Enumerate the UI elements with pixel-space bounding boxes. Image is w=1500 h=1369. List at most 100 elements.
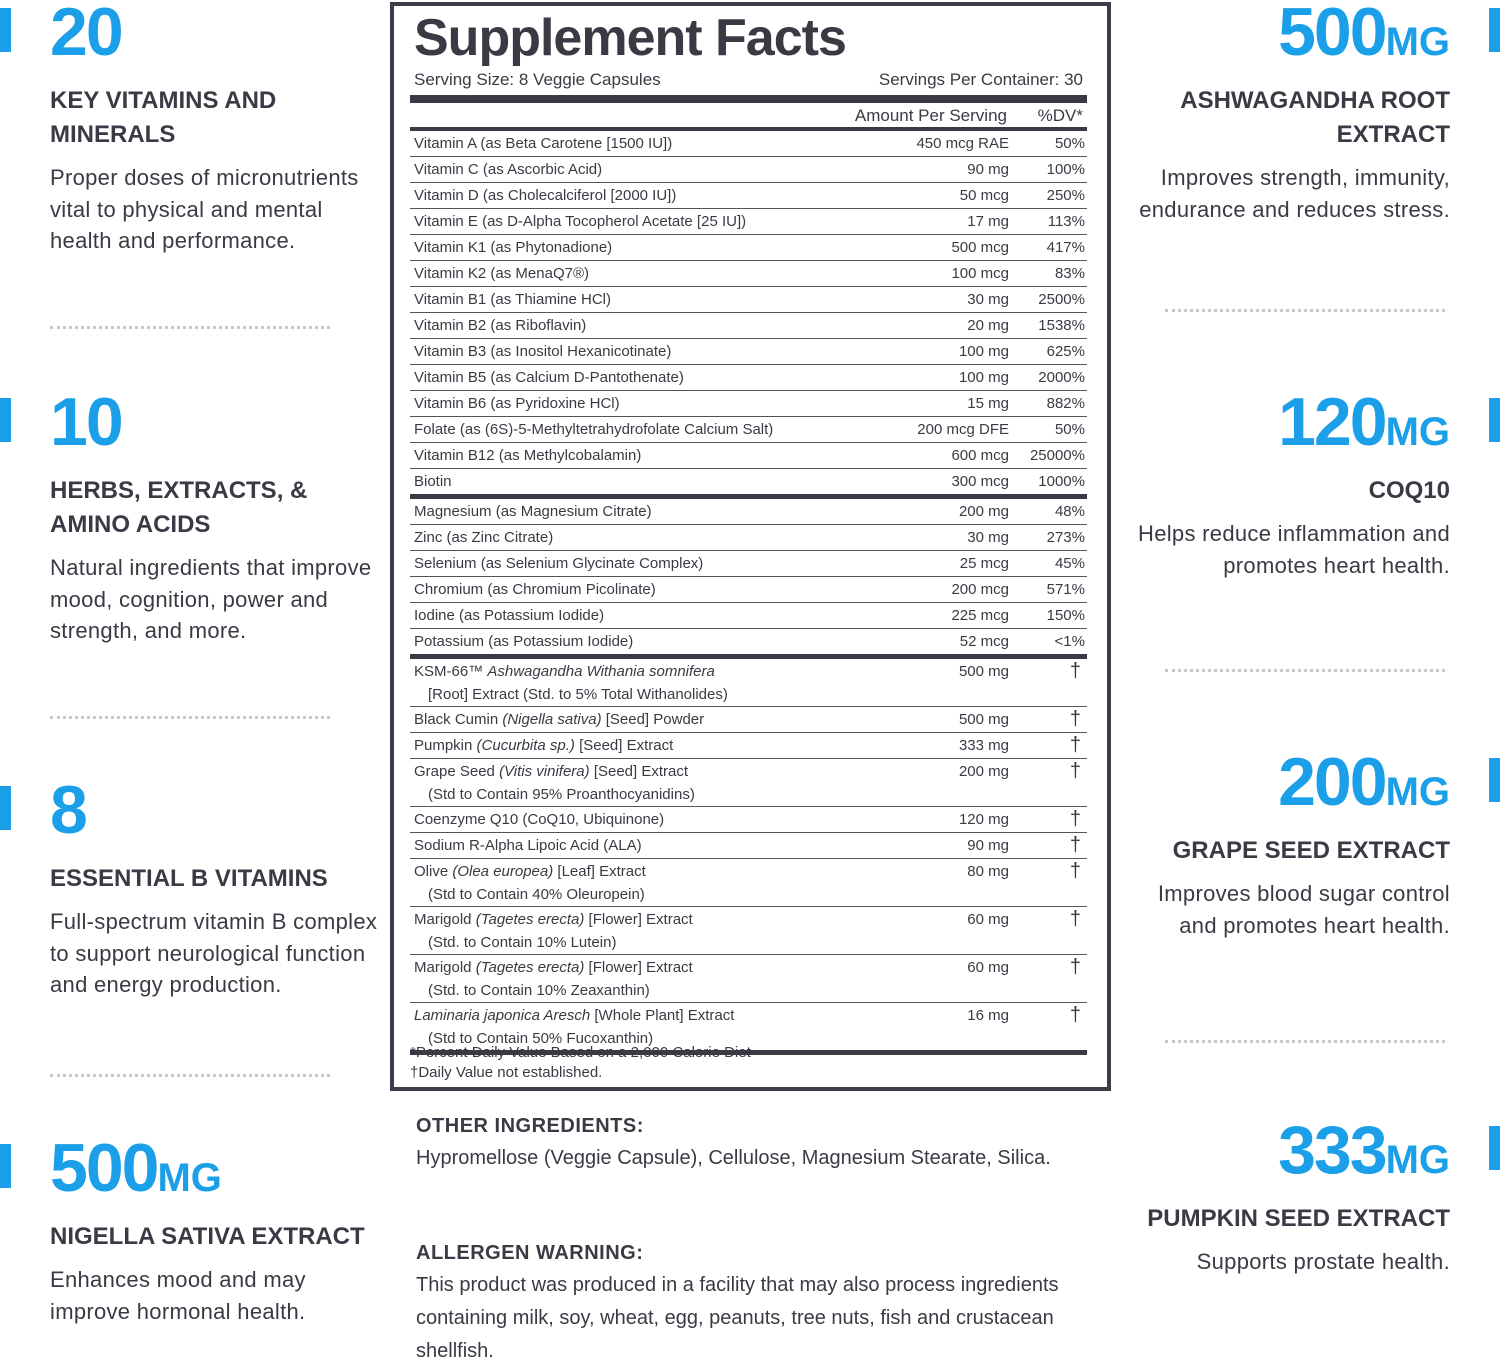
table-row: Magnesium (as Magnesium Citrate) 200 mg 48… (410, 499, 1087, 525)
amount: 50 mcg (959, 187, 1009, 204)
table-row: Sodium R-Alpha Lipoic Acid (ALA) 90 mg † (410, 833, 1087, 859)
dotted-divider (50, 1074, 330, 1077)
nutrient-name: Vitamin B3 (as Inositol Hexanicotinate) (414, 339, 1087, 364)
number-value: 500 (50, 1130, 159, 1206)
amount: 52 mcg (959, 633, 1009, 650)
amount: 20 mg (967, 317, 1009, 334)
highlight-block: 500MG NIGELLA SATIVA EXTRACT Enhances mood… (50, 1134, 380, 1327)
nutrient-name: Vitamin K1 (as Phytonadione) (414, 235, 1087, 260)
daily-value: † (1069, 760, 1081, 782)
daily-value: † (1069, 860, 1081, 882)
accent-bar (0, 1144, 11, 1188)
name-text: Iodine (as Potassium Iodide) (414, 607, 605, 624)
nutrient-name: Vitamin A (as Beta Carotene [1500 IU]) (414, 131, 1087, 156)
highlight-number: 8 (50, 776, 380, 852)
amount: 25 mcg (959, 555, 1009, 572)
daily-value: 625% (1046, 343, 1085, 360)
name-text: Coenzyme Q10 (CoQ10, Ubiquinone) (414, 811, 665, 828)
name-rest: [Flower] Extract (584, 911, 693, 928)
name-rest: [Whole Plant] Extract (590, 1007, 735, 1024)
table-row: Laminaria japonica Aresch [Whole Plant] … (410, 1003, 1087, 1055)
nutrient-name: Laminaria japonica Aresch [Whole Plant] … (414, 1003, 1087, 1028)
nutrient-name: KSM-66™ Ashwagandha Withania somnifera (414, 659, 1087, 684)
highlight-number: 120MG (1120, 388, 1450, 464)
other-ingredients: OTHER INGREDIENTS: Hypromellose (Veggie … (416, 1115, 1096, 1175)
name-text: Vitamin E (as D-Alpha Tocopherol Acetate… (414, 213, 747, 230)
daily-value: 83% (1054, 265, 1085, 282)
highlight-title: ASHWAGANDHA ROOT EXTRACT (1180, 87, 1450, 148)
nutrient-name: Marigold (Tagetes erecta) [Flower] Extra… (414, 907, 1087, 932)
highlight-block: 200MG GRAPE SEED EXTRACT Improves blood su… (1120, 748, 1450, 941)
highlight-description: Natural ingredients that improve mood, c… (50, 555, 372, 643)
name-text: Grape Seed (414, 763, 500, 780)
other-ingredients-heading: OTHER INGREDIENTS: (416, 1115, 644, 1137)
highlight-description: Improves strength, immunity, endurance a… (1139, 165, 1450, 222)
name-text: Marigold (414, 959, 476, 976)
amount: 450 mcg RAE (916, 135, 1009, 152)
accent-bar (0, 8, 11, 52)
nutrient-name: Zinc (as Zinc Citrate) (414, 525, 1087, 550)
amount: 200 mg (958, 763, 1009, 780)
amount: 30 mg (967, 529, 1009, 546)
name-italic: Ashwagandha Withania somnifera (487, 663, 715, 680)
amount: 333 mg (958, 737, 1009, 754)
daily-value: <1% (1054, 633, 1085, 650)
name-subline: (Std. to Contain 10% Zeaxanthin) (428, 982, 650, 999)
allergen-warning: ALLERGEN WARNING: This product was produ… (416, 1242, 1096, 1368)
daily-value: 50% (1054, 135, 1085, 152)
table-row: Vitamin E (as D-Alpha Tocopherol Acetate… (410, 209, 1087, 235)
amount: 200 mcg DFE (917, 421, 1009, 438)
nutrient-name: Biotin (414, 469, 1087, 494)
name-text: Pumpkin (414, 737, 477, 754)
nutrient-name: Coenzyme Q10 (CoQ10, Ubiquinone) (414, 807, 1087, 832)
accent-bar (1489, 1126, 1500, 1170)
table-row: Vitamin B12 (as Methylcobalamin) 600 mcg 2… (410, 443, 1087, 469)
accent-bar (1489, 8, 1500, 52)
highlight-number: 200MG (1120, 748, 1450, 824)
table-row: Vitamin A (as Beta Carotene [1500 IU]) 45… (410, 131, 1087, 157)
daily-value: 250% (1046, 187, 1085, 204)
amount: 500 mcg (951, 239, 1009, 256)
nutrient-name: Vitamin E (as D-Alpha Tocopherol Acetate… (414, 209, 1087, 234)
table-row: Grape Seed (Vitis vinifera) [Seed] Extra… (410, 759, 1087, 807)
number-value: 10 (50, 384, 124, 460)
name-text: Selenium (as Selenium Glycinate Complex) (414, 555, 704, 572)
footnote-dv: *Percent Daily Value Based on a 2,000 Ca… (410, 1044, 751, 1061)
daily-value: † (1069, 908, 1081, 930)
highlight-block: 20 KEY VITAMINS AND MINERALS Proper doses … (50, 0, 380, 257)
amount: 600 mcg (951, 447, 1009, 464)
highlight-title: ESSENTIAL B VITAMINS (50, 865, 328, 892)
highlight-description: Proper doses of micronutrients vital to … (50, 165, 359, 253)
name-text: Black Cumin (414, 711, 503, 728)
table-row: Chromium (as Chromium Picolinate) 200 mcg… (410, 577, 1087, 603)
number-value: 333 (1278, 1112, 1387, 1188)
highlight-block: 10 HERBS, EXTRACTS, & AMINO ACIDS Natural … (50, 388, 380, 647)
name-text: Vitamin B6 (as Pyridoxine HCl) (414, 395, 620, 412)
daily-value: † (1069, 808, 1081, 830)
highlight-number: 500MG (50, 1134, 380, 1210)
name-italic: (Cucurbita sp.) (476, 737, 575, 754)
table-row: Vitamin K1 (as Phytonadione) 500 mcg 417% (410, 235, 1087, 261)
nutrient-table: Vitamin A (as Beta Carotene [1500 IU]) 45… (410, 131, 1087, 1055)
table-row: Olive (Olea europea) [Leaf] Extract (Std … (410, 859, 1087, 907)
name-subline: (Std to Contain 95% Proanthocyanidins) (428, 786, 695, 803)
table-row: Zinc (as Zinc Citrate) 30 mg 273% (410, 525, 1087, 551)
name-italic: (Tagetes erecta) (475, 959, 585, 976)
number-value: 20 (50, 0, 124, 70)
name-text: Vitamin K1 (as Phytonadione) (414, 239, 613, 256)
table-row: Vitamin C (as Ascorbic Acid) 90 mg 100% (410, 157, 1087, 183)
allergen-text: This product was produced in a facility … (416, 1274, 1059, 1362)
amount: 100 mcg (951, 265, 1009, 282)
dotted-divider (1165, 309, 1445, 312)
nutrient-name: Sodium R-Alpha Lipoic Acid (ALA) (414, 833, 1087, 858)
table-row: Vitamin B5 (as Calcium D-Pantothenate) 10… (410, 365, 1087, 391)
daily-value: † (1069, 708, 1081, 730)
amount: 17 mg (967, 213, 1009, 230)
accent-bar (0, 786, 11, 830)
daily-value: 417% (1046, 239, 1085, 256)
number-unit: MG (1385, 20, 1450, 64)
daily-value: 25000% (1029, 447, 1085, 464)
highlight-number: 10 (50, 388, 380, 464)
daily-value: 2500% (1038, 291, 1085, 308)
highlight-block: 333MG PUMPKIN SEED EXTRACT Supports prosta… (1120, 1116, 1450, 1278)
